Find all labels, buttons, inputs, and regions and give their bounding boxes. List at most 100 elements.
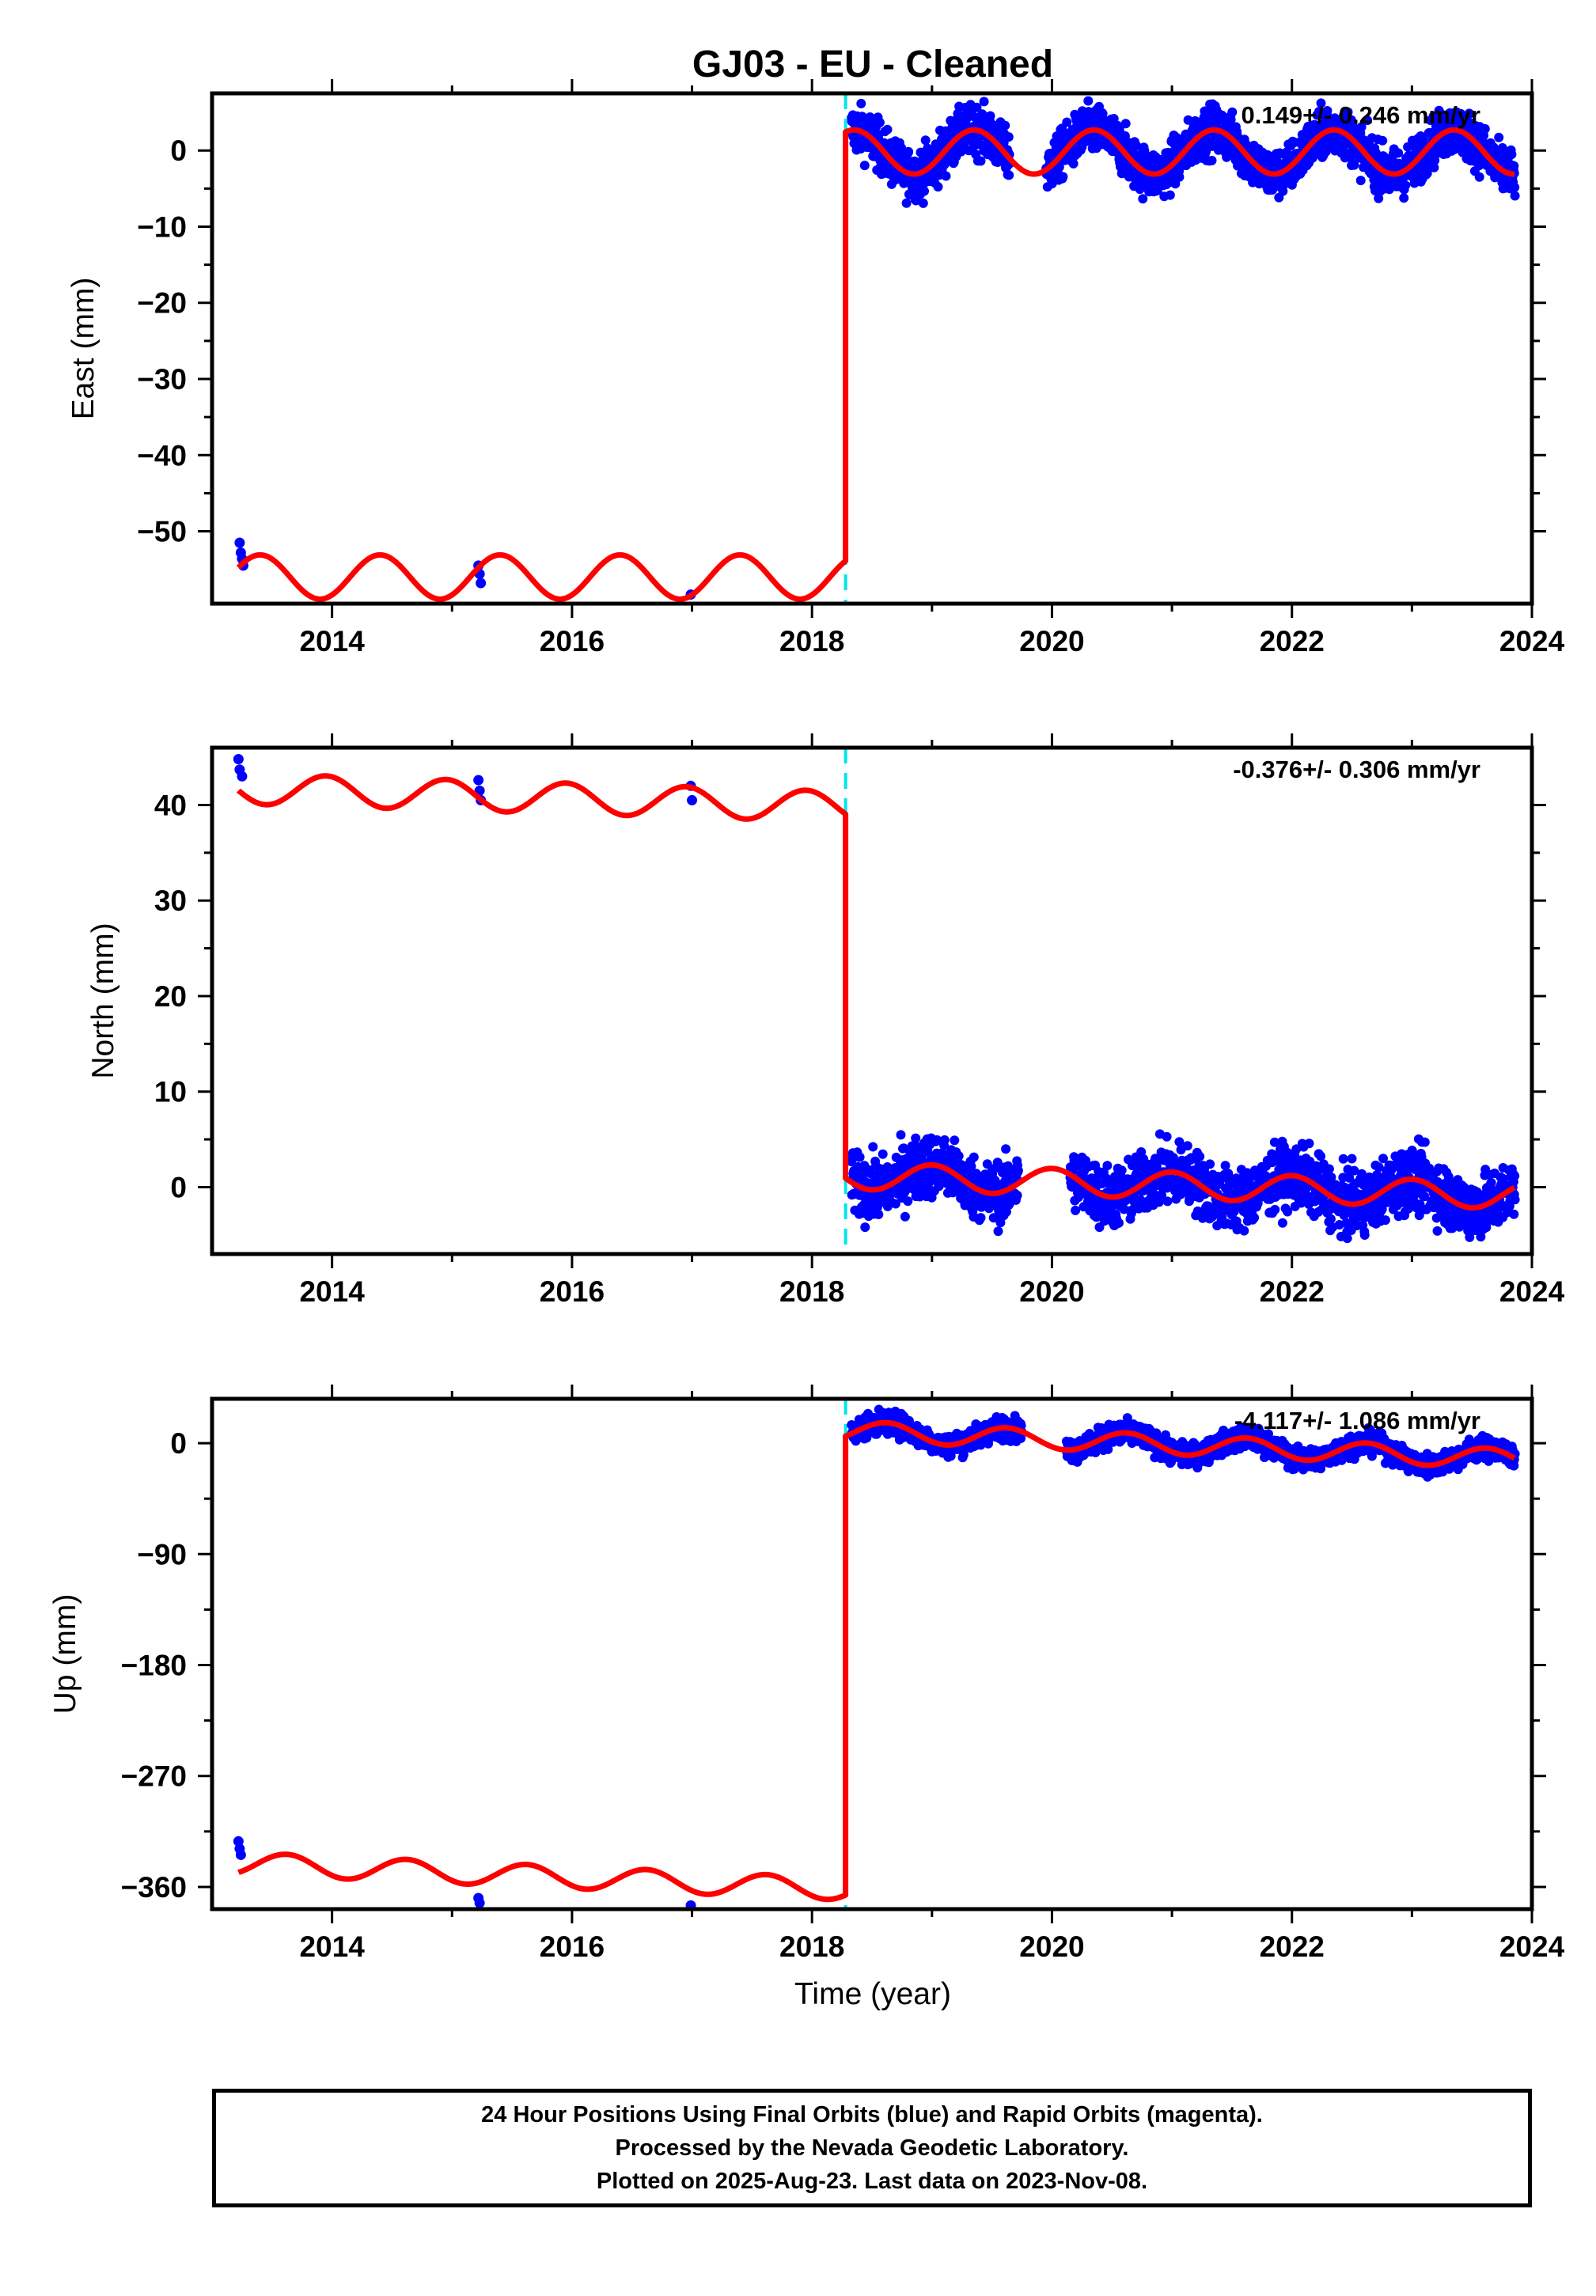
- rate-label: 0.149+/- 0.246 mm/yr: [1242, 101, 1480, 129]
- data-point: [1013, 1165, 1023, 1176]
- x-tick-label: 2020: [1019, 625, 1084, 657]
- data-point: [1378, 135, 1388, 146]
- data-point: [1132, 140, 1141, 150]
- data-point: [1474, 172, 1484, 182]
- y-tick-label: 10: [154, 1076, 187, 1108]
- data-point: [1068, 158, 1079, 169]
- data-point: [1120, 119, 1131, 129]
- data-point: [1510, 1171, 1520, 1181]
- data-point: [1269, 1137, 1279, 1147]
- data-point: [1109, 114, 1119, 123]
- data-point: [1249, 1213, 1260, 1223]
- data-point: [1509, 161, 1519, 171]
- data-point: [919, 186, 929, 196]
- data-point: [856, 98, 866, 108]
- data-point: [1227, 107, 1238, 117]
- data-point: [1321, 145, 1332, 155]
- data-point: [1359, 1230, 1370, 1240]
- rate-label: -0.376+/- 0.306 mm/yr: [1233, 756, 1480, 783]
- data-point-early: [476, 578, 487, 589]
- data-point: [1510, 1195, 1520, 1205]
- data-point: [1182, 1141, 1192, 1151]
- y-axis-label: East (mm): [66, 278, 100, 420]
- y-tick-label: −40: [137, 439, 187, 472]
- data-point: [1432, 1226, 1442, 1236]
- data-point: [1343, 107, 1353, 117]
- data-point: [1509, 1209, 1519, 1219]
- data-point: [918, 198, 928, 208]
- data-point: [969, 1152, 979, 1162]
- data-point: [982, 1159, 992, 1169]
- data-point: [911, 1133, 921, 1143]
- data-point-early: [237, 771, 248, 782]
- data-point: [1344, 1173, 1355, 1183]
- data-point: [1277, 1218, 1287, 1228]
- y-tick-label: 40: [154, 789, 187, 821]
- data-point: [1481, 1222, 1492, 1233]
- data-point: [1226, 115, 1236, 125]
- data-point: [855, 1152, 865, 1162]
- data-point: [976, 1213, 986, 1223]
- data-point: [1140, 151, 1151, 161]
- y-tick-label: 20: [154, 980, 187, 1013]
- plot-area: [233, 748, 1520, 1254]
- data-point: [1510, 191, 1520, 201]
- data-point: [1497, 142, 1507, 153]
- data-point: [1378, 1154, 1388, 1164]
- data-point: [1205, 1159, 1215, 1169]
- data-point: [1476, 1232, 1486, 1242]
- data-point: [1004, 170, 1014, 180]
- data-point: [985, 111, 995, 121]
- data-point: [941, 171, 951, 181]
- x-tick-label: 2024: [1499, 1275, 1565, 1308]
- data-point: [1401, 180, 1411, 191]
- data-point: [1380, 1215, 1390, 1226]
- y-tick-label: 0: [170, 135, 187, 167]
- data-point: [874, 1210, 884, 1219]
- data-point: [1003, 132, 1014, 142]
- data-point: [1374, 1162, 1384, 1173]
- y-tick-label: 30: [154, 885, 187, 917]
- data-point: [988, 1213, 999, 1223]
- data-point: [1494, 132, 1504, 142]
- data-point: [1349, 160, 1359, 170]
- data-point: [1324, 1164, 1334, 1174]
- data-point-early: [233, 753, 244, 764]
- data-point: [859, 161, 870, 171]
- data-point: [1108, 1201, 1118, 1211]
- data-point: [1338, 1154, 1348, 1164]
- x-tick-label: 2020: [1019, 1275, 1084, 1308]
- data-point: [939, 1135, 950, 1145]
- panel-1: 2014 2016 2018 2020 2022 20240−10−20−30−40−50…: [66, 79, 1565, 657]
- data-point: [1486, 1177, 1496, 1188]
- observation-points: [233, 1404, 1520, 1909]
- data-point: [1507, 150, 1517, 160]
- y-tick-label: −50: [137, 516, 187, 548]
- data-point: [1174, 172, 1185, 182]
- model-curve: [236, 773, 1517, 1211]
- x-tick-label: 2022: [1260, 625, 1325, 657]
- data-point: [1114, 1218, 1124, 1228]
- data-point: [1165, 190, 1175, 200]
- data-point: [920, 135, 931, 146]
- x-tick-label: 2014: [299, 1275, 365, 1308]
- data-point: [976, 156, 986, 166]
- data-point: [1363, 116, 1373, 126]
- data-point: [1429, 162, 1439, 172]
- data-point: [1393, 148, 1404, 158]
- observation-points: [233, 753, 1520, 1244]
- data-point: [1162, 1131, 1172, 1142]
- y-tick-label: 0: [170, 1171, 187, 1203]
- data-point: [896, 1130, 906, 1140]
- plot-area: [233, 1399, 1520, 1909]
- data-point: [1464, 108, 1474, 119]
- data-point: [1420, 1192, 1430, 1202]
- x-tick-label: 2022: [1260, 1275, 1325, 1308]
- data-point: [1270, 1204, 1280, 1214]
- data-point: [1347, 1154, 1357, 1164]
- data-point: [972, 102, 982, 112]
- data-point: [950, 1135, 960, 1146]
- data-point: [1510, 182, 1520, 192]
